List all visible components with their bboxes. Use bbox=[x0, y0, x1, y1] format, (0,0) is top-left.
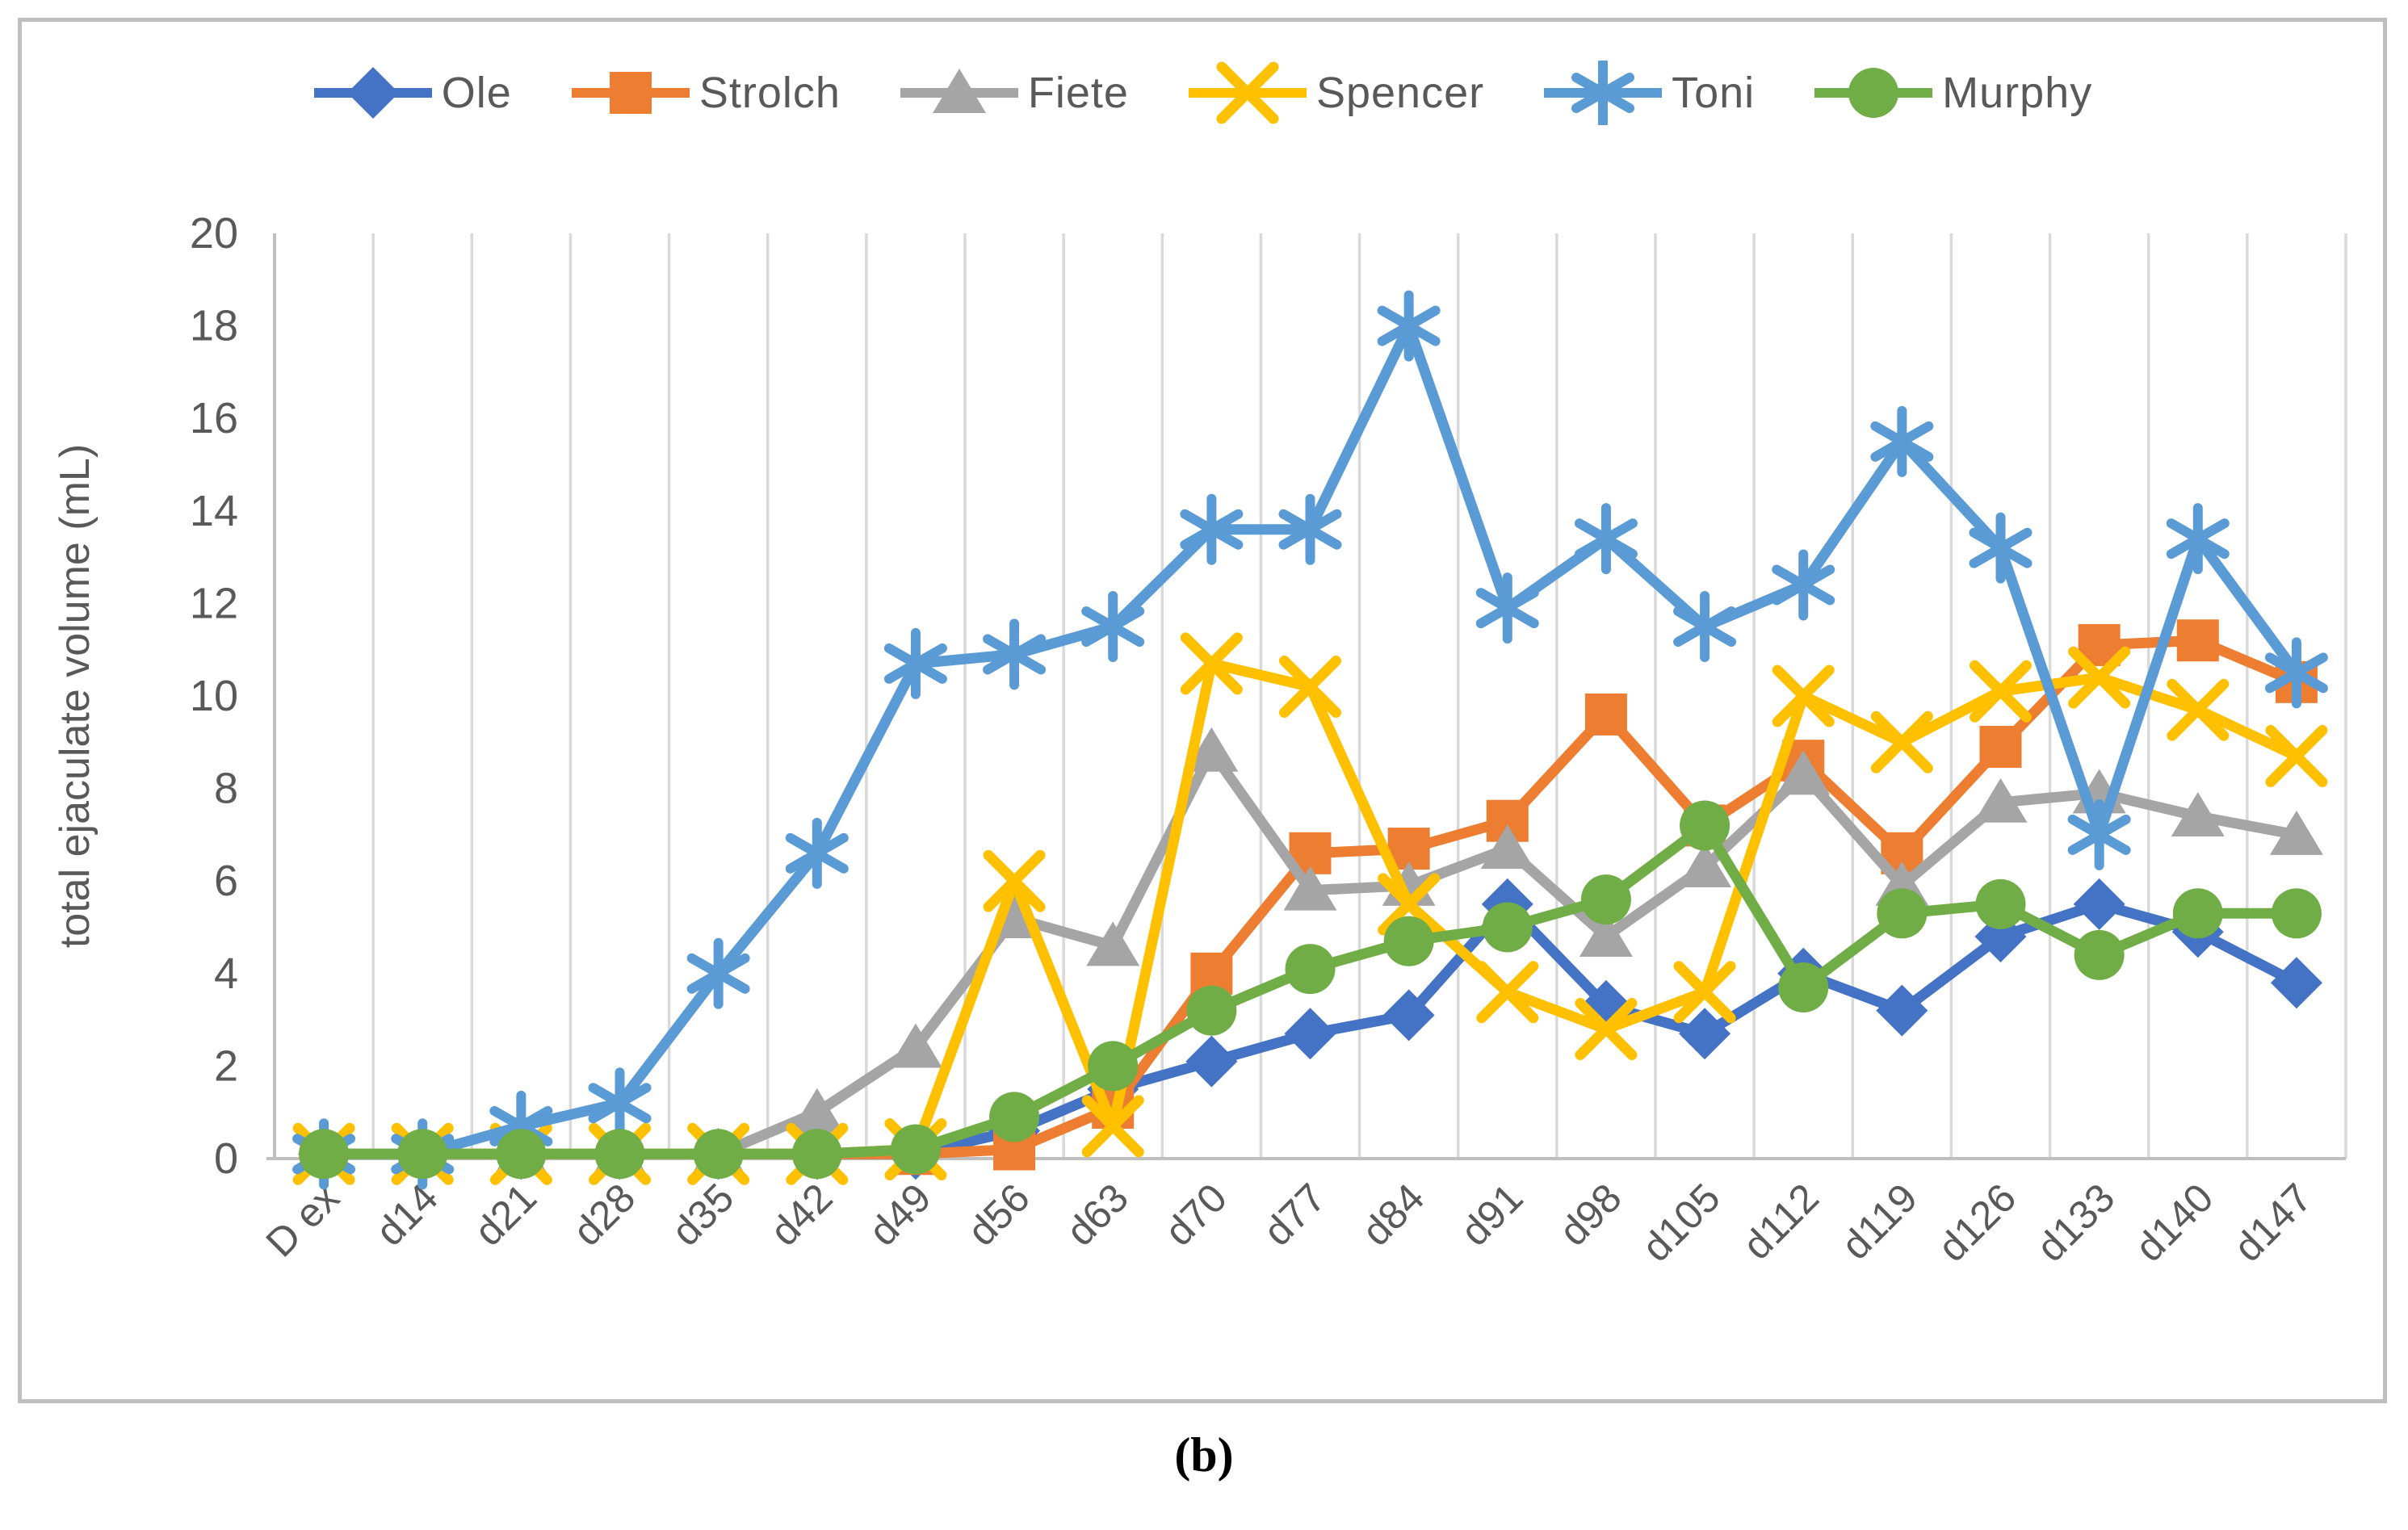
legend-label: Spencer bbox=[1315, 69, 1485, 117]
y-axis-title: total ejaculate volume (mL) bbox=[52, 444, 99, 948]
series-toni bbox=[292, 290, 2328, 1190]
legend-item-murphy: Murphy bbox=[1813, 61, 2092, 125]
figure-caption: (b) bbox=[1174, 1428, 1234, 1482]
svg-text:d119: d119 bbox=[1833, 1175, 1927, 1268]
svg-text:d35: d35 bbox=[663, 1175, 743, 1255]
series-murphy bbox=[299, 800, 2322, 1180]
svg-text:d84: d84 bbox=[1353, 1175, 1433, 1255]
legend-label: Ole bbox=[441, 69, 512, 117]
legend-item-fiete: Fiete bbox=[899, 61, 1129, 125]
svg-text:d147: d147 bbox=[2225, 1175, 2320, 1270]
legend-item-spencer: Spencer bbox=[1187, 61, 1484, 125]
svg-text:d133: d133 bbox=[2028, 1175, 2123, 1270]
triangle-marker-icon bbox=[900, 69, 1018, 113]
svg-text:0: 0 bbox=[214, 1134, 238, 1183]
legend-item-strolch: Strolch bbox=[570, 61, 841, 125]
svg-text:D ex: D ex bbox=[258, 1175, 348, 1265]
svg-text:d21: d21 bbox=[466, 1175, 546, 1255]
circle-marker-icon bbox=[1814, 68, 1933, 118]
square-marker-icon bbox=[571, 72, 690, 114]
legend-label: Murphy bbox=[1942, 69, 2093, 117]
svg-text:d126: d126 bbox=[1929, 1175, 2024, 1270]
chart-panel: Ole Strolch Fiete Spencer Toni Murphy 0 2 4 6 8 10… bbox=[18, 18, 2387, 1403]
svg-text:d14: d14 bbox=[367, 1175, 447, 1255]
svg-text:16: 16 bbox=[190, 394, 238, 442]
legend-label: Fiete bbox=[1027, 69, 1129, 117]
legend-label: Strolch bbox=[698, 69, 841, 117]
svg-text:d63: d63 bbox=[1057, 1175, 1137, 1255]
svg-text:d42: d42 bbox=[761, 1175, 841, 1255]
svg-text:d28: d28 bbox=[564, 1175, 644, 1255]
svg-text:4: 4 bbox=[214, 949, 238, 998]
svg-text:10: 10 bbox=[190, 672, 238, 720]
svg-text:d91: d91 bbox=[1452, 1175, 1532, 1255]
y-axis-ticks: 0 2 4 6 8 10 12 14 16 18 20 bbox=[190, 209, 238, 1183]
legend-label: Toni bbox=[1672, 69, 1756, 117]
svg-text:d56: d56 bbox=[959, 1175, 1038, 1255]
x-axis-ticks: D ex d14 d21 d28 d35 d42 d49 d56 d63 d70 d77 d84 d91… bbox=[258, 1175, 2321, 1270]
legend-item-toni: Toni bbox=[1542, 61, 1755, 125]
svg-text:d140: d140 bbox=[2126, 1175, 2221, 1270]
svg-text:20: 20 bbox=[190, 209, 238, 258]
svg-text:8: 8 bbox=[214, 765, 238, 813]
svg-text:d112: d112 bbox=[1734, 1175, 1827, 1268]
svg-text:d105: d105 bbox=[1634, 1175, 1729, 1270]
gridlines bbox=[273, 233, 2347, 1159]
legend-item-ole: Ole bbox=[313, 61, 512, 125]
x-marker-icon bbox=[1188, 61, 1307, 124]
line-chart: 0 2 4 6 8 10 12 14 16 18 20 total ejaculate volume … bbox=[52, 209, 2347, 1270]
asterisk-marker-icon bbox=[1544, 61, 1663, 125]
svg-text:d77: d77 bbox=[1255, 1175, 1335, 1255]
svg-text:2: 2 bbox=[214, 1042, 238, 1090]
svg-text:d70: d70 bbox=[1156, 1175, 1236, 1255]
svg-text:18: 18 bbox=[190, 302, 238, 350]
svg-text:d49: d49 bbox=[860, 1175, 940, 1255]
svg-text:d98: d98 bbox=[1550, 1175, 1630, 1255]
chart-legend: Ole Strolch Fiete Spencer Toni Murphy bbox=[22, 61, 2383, 125]
svg-text:14: 14 bbox=[190, 487, 238, 535]
svg-text:12: 12 bbox=[190, 579, 238, 627]
diamond-marker-icon bbox=[313, 67, 432, 119]
svg-text:6: 6 bbox=[214, 857, 238, 905]
